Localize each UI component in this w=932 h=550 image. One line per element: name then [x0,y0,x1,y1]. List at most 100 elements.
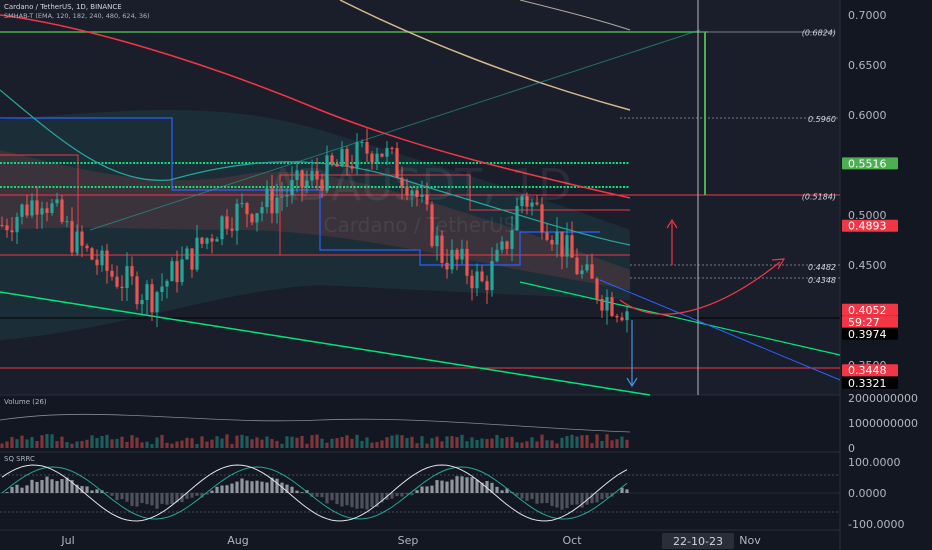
osc-histogram [110,493,114,496]
osc-histogram [400,493,404,497]
candle [225,216,229,229]
volume-bar [485,438,489,448]
candle [565,235,569,257]
indicator-legend[interactable]: SMHAB-T (EMA, 120, 182, 240, 480, 624, 3… [4,12,150,20]
candle [530,202,534,207]
oscillator-legend[interactable]: SQ SRRC [4,455,35,463]
volume-bar [20,435,24,448]
volume-tick-label: 0 [848,442,855,455]
candle [45,208,49,214]
volume-bar [600,440,604,448]
candle [55,199,59,204]
time-axis[interactable]: Jul Aug Sep Oct Nov 22-10-23 [60,533,761,549]
level-label: (0.6824) [802,29,836,38]
candle [35,200,39,215]
time-label: Jul [60,534,74,547]
osc-histogram [470,477,474,493]
chart-title[interactable]: Cardano / TetherUS, 1D, BINANCE [4,3,122,11]
candle [485,281,489,291]
osc-histogram [315,493,319,497]
candle [465,248,469,276]
volume-bar [40,435,44,448]
oscillator-pane [0,464,840,522]
oscillator-tick-label: 100.0000 [848,456,901,469]
volume-bar [285,436,289,448]
candle [150,284,154,313]
osc-histogram [175,493,179,503]
volume-bar [90,435,94,448]
osc-histogram [190,493,194,498]
volume-bar [335,438,339,448]
ema-line [0,89,631,246]
candle [75,231,79,253]
osc-histogram [155,493,159,509]
volume-bar [370,442,374,448]
price-tick-label: 0.7000 [848,9,887,22]
step-line [0,154,630,256]
candle [560,231,564,257]
candle [245,203,249,215]
candle [280,196,284,198]
volume-bar [580,435,584,448]
volume-bar [435,436,439,448]
osc-histogram [35,481,39,493]
osc-histogram [215,486,219,493]
candle [450,249,454,270]
candle [240,203,244,205]
osc-histogram [500,490,504,493]
volume-bar [345,435,349,448]
watermark-name: Cardano / TetherUS [324,213,517,237]
candle [230,228,234,231]
volume-bar [45,434,49,448]
volume-bar [355,434,359,448]
candle [475,271,479,289]
level-label: 0.4482 [808,263,836,272]
price-pane[interactable] [0,0,841,550]
candle [295,170,299,180]
osc-histogram [430,485,434,493]
volume-bar [340,437,344,448]
volume-bar [330,438,334,448]
osc-histogram [350,493,354,508]
osc-histogram [355,493,359,509]
candle [90,248,94,260]
osc-signal-line [1,466,628,520]
price-axis[interactable]: 0.70000.65000.60000.55000.50000.45000.35… [802,9,918,531]
volume-bar [390,435,394,448]
candle [470,275,474,289]
volume-bar [610,440,614,448]
candle [520,196,524,207]
candle [60,199,64,222]
candle [140,299,144,305]
volume-bar [170,443,174,448]
osc-histogram [570,493,574,505]
volume-bar [85,439,89,448]
volume-bar [380,440,384,448]
volume-bar [550,440,554,448]
volume-bar [440,441,444,448]
trend-line [89,29,701,231]
volume-bar [590,443,594,448]
osc-histogram [550,493,554,506]
candle [190,248,194,270]
price-badge-label: 0.5516 [848,157,887,170]
volume-bar [245,436,249,448]
volume-bar [80,441,84,448]
volume-bar [10,437,14,448]
volume-legend[interactable]: Volume (26) [4,398,47,406]
osc-histogram [255,480,259,493]
candle [330,155,334,164]
volume-bar [300,435,304,448]
volume-bar [500,438,504,448]
volume-bar [565,436,569,448]
volume-bar [35,441,39,448]
volume-pane [0,413,631,448]
volume-bar [560,437,564,448]
trend-line [0,291,651,396]
osc-histogram [325,493,329,504]
oscillator-tick-label: -100.0000 [848,518,904,531]
ema-line [519,0,631,31]
osc-histogram [290,486,294,493]
volume-bar [200,436,204,448]
